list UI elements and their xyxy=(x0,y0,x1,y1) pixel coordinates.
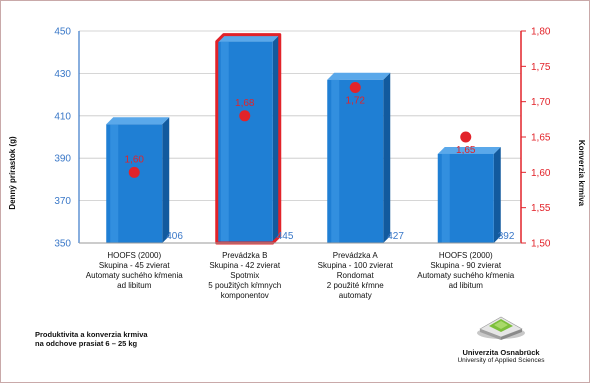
bar-sheen xyxy=(110,124,119,243)
bar-value-label: 427 xyxy=(387,231,404,242)
conversion-point xyxy=(460,131,472,143)
axes-layer: 350 370 390 410 430 450 1,50 1,55 1,60 1,65 1,70 1,… xyxy=(54,27,551,250)
category-label-line: 5 použitých kŕmnych xyxy=(208,281,282,290)
chart-caption: Produktivita a konverzia krmiva na odcho… xyxy=(35,330,148,348)
category-label-line: Spotmix xyxy=(230,271,260,280)
category-label-line: Skupina - 45 zvierat xyxy=(98,261,170,270)
bar-side xyxy=(493,146,501,243)
bars-layer: 406 445 427 392 xyxy=(106,33,515,245)
category-label-line: Automaty suchého kŕmenia xyxy=(85,271,183,280)
category-label: Prevádzka B Skupina - 42 zvierat Spotmix 5 … xyxy=(185,251,305,301)
category-label-line: Prevádzka A xyxy=(332,251,378,260)
y2-tick-label: 1,70 xyxy=(531,97,551,108)
category-label-line: Rondomat xyxy=(336,271,374,280)
y-tick-label: 370 xyxy=(54,196,71,207)
bar-top xyxy=(327,72,391,80)
university-subtitle: University of Applied Sciences xyxy=(457,357,545,364)
y2-tick-label: 1,80 xyxy=(531,27,551,38)
bar-value-label: 392 xyxy=(498,231,515,242)
university-name: Univerzita Osnabrück xyxy=(462,348,540,357)
points-layer: 1,60 1,68 1,72 1,65 xyxy=(125,82,476,178)
university-logo-icon xyxy=(477,316,525,340)
conversion-point xyxy=(128,166,140,178)
category-label-line: automaty xyxy=(338,291,372,300)
y2-tick-label: 1,65 xyxy=(531,133,551,144)
category-label: HOOFS (2000) Skupina - 90 zvierat Automaty… xyxy=(406,251,526,291)
university-logo: Univerzita Osnabrück University of Appli… xyxy=(441,307,561,364)
y-tick-label: 390 xyxy=(54,154,71,165)
y2-tick-label: 1,60 xyxy=(531,168,551,179)
conversion-point xyxy=(239,110,251,122)
category-label-line: 2 použité kŕmne xyxy=(326,281,384,290)
bar-side xyxy=(162,117,170,243)
category-label-line: Automaty suchého kŕmenia xyxy=(417,271,515,280)
y-tick-label: 410 xyxy=(54,111,71,122)
bar xyxy=(106,117,170,243)
y-tick-label: 450 xyxy=(54,27,71,38)
bar-top xyxy=(216,34,280,42)
category-label-line: komponentov xyxy=(220,291,269,300)
category-label-line: Skupina - 100 zvierat xyxy=(317,261,393,270)
category-label: Prevádzka A Skupina - 100 zvierat Rondomat… xyxy=(295,251,415,301)
bar-side xyxy=(383,72,391,243)
conversion-point-label: 1,60 xyxy=(125,154,145,165)
category-label-line: Prevádzka B xyxy=(222,251,268,260)
category-label: HOOFS (2000) Skupina - 45 zvierat Automaty… xyxy=(74,251,194,291)
category-label-line: ad libitum xyxy=(448,281,483,290)
bar-top xyxy=(437,146,501,154)
bar-sheen xyxy=(441,153,450,243)
bar xyxy=(327,72,391,243)
category-label-line: Skupina - 42 zvierat xyxy=(209,261,281,270)
bar xyxy=(215,33,282,245)
caption-line-1: Produktivita a konverzia krmiva xyxy=(35,330,148,339)
bar-sheen xyxy=(331,79,340,243)
y2-axis-title: Konverzia krmiva xyxy=(577,140,586,207)
category-label-line: HOOFS (2000) xyxy=(107,251,162,260)
bar-side xyxy=(272,34,280,243)
category-label-line: ad libitum xyxy=(117,281,152,290)
y-tick-label: 430 xyxy=(54,69,71,80)
bar-sheen xyxy=(220,41,229,243)
y2-tick-label: 1,55 xyxy=(531,203,551,214)
bar-value-label: 445 xyxy=(277,231,294,242)
y-tick-label: 350 xyxy=(54,239,71,250)
caption-line-2: na odchove prasiat 6 – 25 kg xyxy=(35,339,138,348)
bar xyxy=(437,146,501,243)
category-label-line: HOOFS (2000) xyxy=(438,251,493,260)
conversion-point xyxy=(349,82,361,94)
y-axis-title: Denný prírastok (g) xyxy=(8,136,17,210)
bar-value-label: 406 xyxy=(166,231,183,242)
conversion-point-label: 1,65 xyxy=(456,145,476,156)
category-label-line: Skupina - 90 zvierat xyxy=(430,261,502,270)
y2-tick-label: 1,50 xyxy=(531,239,551,250)
conversion-point-label: 1,68 xyxy=(235,98,255,109)
y2-tick-label: 1,75 xyxy=(531,62,551,73)
bar-top xyxy=(106,117,170,125)
conversion-point-label: 1,72 xyxy=(346,96,366,107)
